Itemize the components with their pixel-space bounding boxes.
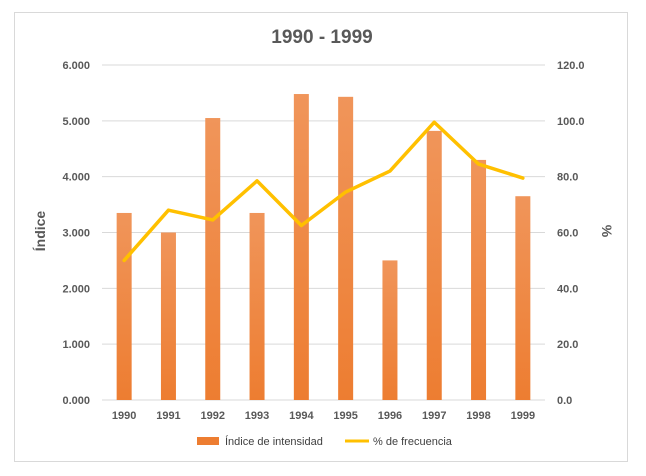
bar-1998 bbox=[471, 159, 487, 400]
y-tick-label: 6.000 bbox=[62, 60, 90, 72]
left-axis-ticks: 0.000 1.000 2.000 3.000 4.000 5.000 6.000 bbox=[62, 60, 90, 407]
bar-1992 bbox=[205, 118, 221, 401]
x-axis-ticks: 1990 1991 1992 1993 1994 1995 1996 1997 1998 1999 bbox=[112, 410, 535, 422]
y2-tick-label: 40.0 bbox=[557, 283, 578, 295]
y-axis-title: Índice bbox=[32, 211, 48, 252]
legend: Índice de intensidad % de frecuencia bbox=[197, 435, 453, 448]
bar-series bbox=[116, 94, 531, 401]
right-axis-ticks: 0.0 20.0 40.0 60.0 80.0 100.0 120.0 bbox=[557, 60, 585, 407]
x-tick-label: 1993 bbox=[245, 410, 269, 422]
x-tick-label: 1996 bbox=[378, 410, 402, 422]
x-tick-label: 1997 bbox=[422, 410, 446, 422]
x-tick-label: 1991 bbox=[156, 410, 180, 422]
y-tick-label: 5.000 bbox=[62, 116, 90, 128]
x-tick-label: 1992 bbox=[201, 410, 225, 422]
x-tick-label: 1998 bbox=[466, 410, 490, 422]
y-tick-label: 0.000 bbox=[62, 395, 90, 407]
chart-title: 1990 - 1999 bbox=[271, 27, 372, 48]
combo-chart: 1990 - 1999 0.000 1.000 2.000 3.000 4.000 5.0… bbox=[32, 27, 615, 448]
y2-tick-label: 60.0 bbox=[557, 228, 578, 240]
y2-tick-label: 100.0 bbox=[557, 116, 585, 128]
y-tick-label: 3.000 bbox=[62, 228, 90, 240]
bar-1993 bbox=[249, 212, 265, 400]
legend-bar-swatch bbox=[197, 437, 219, 445]
bar-1991 bbox=[160, 232, 176, 400]
bar-1990 bbox=[116, 212, 132, 400]
y-tick-label: 1.000 bbox=[62, 339, 90, 351]
chart-frame: 1990 - 1999 0.000 1.000 2.000 3.000 4.000 5.0… bbox=[14, 12, 628, 462]
y2-tick-label: 20.0 bbox=[557, 339, 578, 351]
x-tick-label: 1994 bbox=[289, 410, 314, 422]
legend-line-label: % de frecuencia bbox=[373, 436, 453, 448]
y2-tick-label: 0.0 bbox=[557, 395, 572, 407]
legend-bar-label: Índice de intensidad bbox=[225, 435, 323, 448]
line-series bbox=[122, 120, 525, 263]
bar-1999 bbox=[515, 196, 531, 400]
frequency-line bbox=[122, 120, 525, 263]
bar-1996 bbox=[382, 260, 398, 400]
y2-axis-title: % bbox=[599, 225, 615, 238]
bar-1995 bbox=[338, 96, 354, 400]
y2-tick-label: 80.0 bbox=[557, 172, 578, 184]
x-tick-label: 1999 bbox=[511, 410, 535, 422]
x-tick-label: 1995 bbox=[333, 410, 357, 422]
y-tick-label: 4.000 bbox=[62, 172, 90, 184]
bar-1997 bbox=[426, 130, 442, 400]
x-tick-label: 1990 bbox=[112, 410, 136, 422]
y2-tick-label: 120.0 bbox=[557, 60, 585, 72]
bar-1994 bbox=[293, 94, 309, 401]
y-tick-label: 2.000 bbox=[62, 283, 90, 295]
